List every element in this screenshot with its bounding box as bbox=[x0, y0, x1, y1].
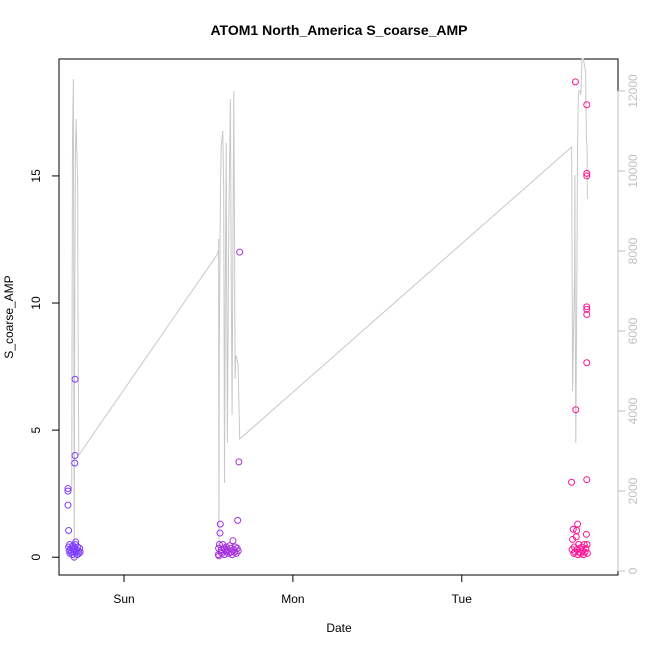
data-point bbox=[583, 310, 591, 318]
data-point bbox=[64, 487, 72, 495]
data-point bbox=[582, 530, 590, 538]
data-point bbox=[216, 529, 224, 537]
data-point bbox=[583, 169, 591, 177]
data-point bbox=[580, 540, 588, 548]
y2-tick-label: 4000 bbox=[626, 397, 640, 424]
data-point bbox=[583, 476, 591, 484]
y2-tick-label: 2000 bbox=[626, 477, 640, 504]
x-axis-label: Date bbox=[326, 621, 352, 635]
y-axis-left: 0 5 10 15 bbox=[29, 169, 60, 561]
y-tick-label: 10 bbox=[29, 296, 43, 310]
data-point bbox=[64, 501, 72, 509]
data-point bbox=[235, 458, 243, 466]
y2-tick-label: 6000 bbox=[626, 317, 640, 344]
data-point bbox=[64, 485, 72, 493]
data-point bbox=[236, 248, 244, 256]
data-point bbox=[76, 544, 84, 552]
data-point bbox=[572, 406, 580, 414]
y-tick-label: 0 bbox=[29, 554, 43, 561]
data-point bbox=[229, 537, 237, 545]
data-point bbox=[583, 549, 591, 557]
y2-tick-label: 0 bbox=[626, 567, 640, 574]
data-point bbox=[71, 375, 79, 383]
y2-tick-label: 12000 bbox=[626, 74, 640, 108]
y2-tick-label: 10000 bbox=[626, 154, 640, 188]
data-point bbox=[234, 547, 242, 555]
scatter-points bbox=[64, 78, 591, 561]
data-point bbox=[574, 520, 582, 528]
data-point bbox=[582, 544, 590, 552]
data-point bbox=[583, 359, 591, 367]
data-point bbox=[65, 527, 73, 535]
data-point bbox=[226, 544, 234, 552]
x-tick-label: Sun bbox=[113, 592, 134, 606]
data-point bbox=[568, 478, 576, 486]
data-point bbox=[71, 459, 79, 467]
data-point bbox=[234, 516, 242, 524]
y-axis-right: 0 2000 4000 6000 8000 10000 12000 bbox=[617, 74, 640, 574]
data-point bbox=[583, 305, 591, 313]
y-tick-label: 5 bbox=[29, 426, 43, 433]
secondary-series-line bbox=[71, 58, 588, 562]
plot-frame bbox=[58, 58, 619, 576]
data-point bbox=[569, 525, 577, 533]
data-point bbox=[76, 548, 84, 556]
data-point bbox=[75, 549, 83, 557]
data-point bbox=[583, 101, 591, 109]
data-point bbox=[571, 78, 579, 86]
x-axis: Sun Mon Tue bbox=[113, 574, 473, 606]
data-point bbox=[573, 527, 581, 535]
chart-title: ATOM1 North_America S_coarse_AMP bbox=[210, 22, 467, 38]
data-point bbox=[583, 303, 591, 311]
secondary-line-series bbox=[71, 58, 588, 562]
y-axis-label: S_coarse_AMP bbox=[2, 275, 16, 358]
y-tick-label: 15 bbox=[29, 169, 43, 183]
x-tick-label: Mon bbox=[281, 592, 304, 606]
data-point bbox=[216, 520, 224, 528]
data-point bbox=[71, 452, 79, 460]
data-point bbox=[583, 172, 591, 180]
y2-tick-label: 8000 bbox=[626, 237, 640, 264]
data-point bbox=[583, 540, 591, 548]
x-tick-label: Tue bbox=[452, 592, 473, 606]
